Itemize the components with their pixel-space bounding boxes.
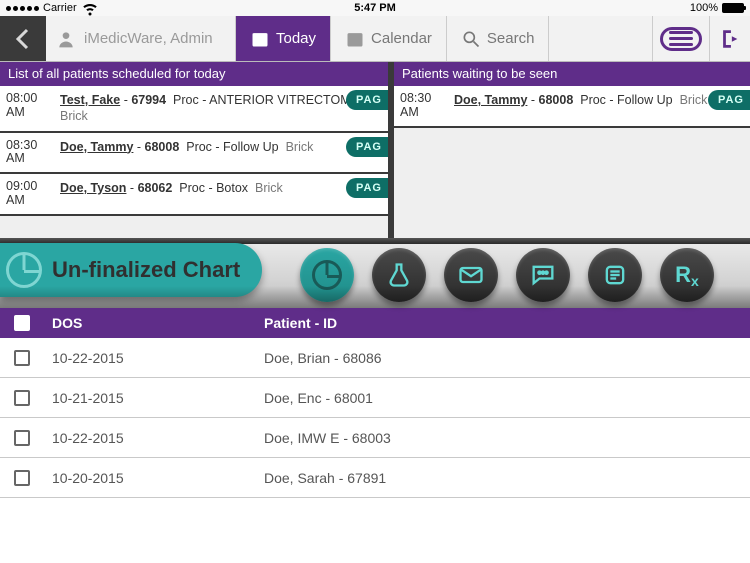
back-button[interactable] [0,16,46,61]
scheduled-list[interactable]: 08:00AM Test, Fake - 67994 Proc - ANTERI… [0,86,388,238]
appt-time: 08:30AM [6,139,50,167]
logout-icon [719,26,741,52]
row-checkbox[interactable] [14,470,30,486]
appt-desc: Doe, Tyson - 68062 Proc - Botox Brick [60,180,382,208]
unfinalized-label: Un-finalized Chart [52,257,240,283]
menu-button[interactable] [653,16,709,61]
row-checkbox[interactable] [14,350,30,366]
battery-icon [722,3,744,13]
appointment-row[interactable]: 08:00AM Test, Fake - 67994 Proc - ANTERI… [0,86,388,133]
col-dos[interactable]: DOS [44,315,264,331]
pag-tag[interactable]: PAG [346,178,388,198]
select-all-checkbox[interactable] [14,315,30,331]
appointment-row[interactable]: 08:30AM Doe, Tammy - 68008 Proc - Follow… [394,86,750,128]
header-waiting: Patients waiting to be seen [394,62,750,86]
table-row[interactable]: 10-22-2015 Doe, Brian - 68086 [0,338,750,378]
status-bar: Carrier 5:47 PM 100% [0,0,750,16]
chart-pie-icon [6,252,42,288]
user-chip[interactable]: iMedicWare, Admin [46,16,236,61]
appt-time: 09:00AM [6,180,50,208]
tab-search[interactable]: Search [447,16,550,61]
cell-dos: 10-20-2015 [44,470,264,486]
tab-calendar-label: Calendar [371,30,432,47]
cell-dos: 10-21-2015 [44,390,264,406]
hamburger-icon [660,27,702,51]
pag-tag[interactable]: PAG [708,90,750,110]
appt-desc: Test, Fake - 67994 Proc - ANTERIOR VITRE… [60,92,382,125]
cell-dos: 10-22-2015 [44,350,264,366]
row-checkbox[interactable] [14,390,30,406]
top-nav: iMedicWare, Admin Today Calendar Search [0,16,750,62]
user-label: iMedicWare, Admin [84,30,213,47]
cell-dos: 10-22-2015 [44,430,264,446]
battery-pct: 100% [690,2,718,14]
wifi-icon [81,0,99,17]
cell-patient: Doe, Enc - 68001 [264,390,750,406]
table-row[interactable]: 10-22-2015 Doe, IMW E - 68003 [0,418,750,458]
appt-desc: Doe, Tammy - 68008 Proc - Follow Up Bric… [454,92,744,120]
table-row[interactable]: 10-20-2015 Doe, Sarah - 67891 [0,458,750,498]
calendar-icon [345,29,365,49]
search-icon [461,29,481,49]
cell-patient: Doe, IMW E - 68003 [264,430,750,446]
pag-tag[interactable]: PAG [346,137,388,157]
tab-today[interactable]: Today [236,16,331,61]
row-checkbox[interactable] [14,430,30,446]
schedule-headers: List of all patients scheduled for today… [0,62,750,86]
appointment-row[interactable]: 08:30AM Doe, Tammy - 68008 Proc - Follow… [0,133,388,175]
waiting-list[interactable]: 08:30AM Doe, Tammy - 68008 Proc - Follow… [394,86,750,238]
tab-search-label: Search [487,30,535,47]
user-icon [56,29,76,49]
appt-time: 08:00AM [6,92,50,125]
calendar-today-icon [250,29,270,49]
pag-tag[interactable]: PAG [346,90,388,110]
tab-today-label: Today [276,30,316,47]
cell-patient: Doe, Sarah - 67891 [264,470,750,486]
header-scheduled: List of all patients scheduled for today [0,62,388,86]
appointment-row[interactable]: 09:00AM Doe, Tyson - 68062 Proc - Botox … [0,174,388,216]
table-body: 10-22-2015 Doe, Brian - 68086 10-21-2015… [0,338,750,498]
table-row[interactable]: 10-21-2015 Doe, Enc - 68001 [0,378,750,418]
chart-band: Un-finalized Chart Rx [0,244,750,308]
carrier-label: Carrier [43,2,77,14]
col-patient[interactable]: Patient - ID [264,315,750,331]
tab-calendar[interactable]: Calendar [331,16,447,61]
appt-time: 08:30AM [400,92,444,120]
cell-patient: Doe, Brian - 68086 [264,350,750,366]
schedule-area: 08:00AM Test, Fake - 67994 Proc - ANTERI… [0,86,750,238]
appt-desc: Doe, Tammy - 68008 Proc - Follow Up Bric… [60,139,382,167]
status-time: 5:47 PM [354,2,396,14]
table-header: DOS Patient - ID [0,308,750,338]
signal-dots-icon [6,6,39,11]
logout-button[interactable] [710,16,750,61]
